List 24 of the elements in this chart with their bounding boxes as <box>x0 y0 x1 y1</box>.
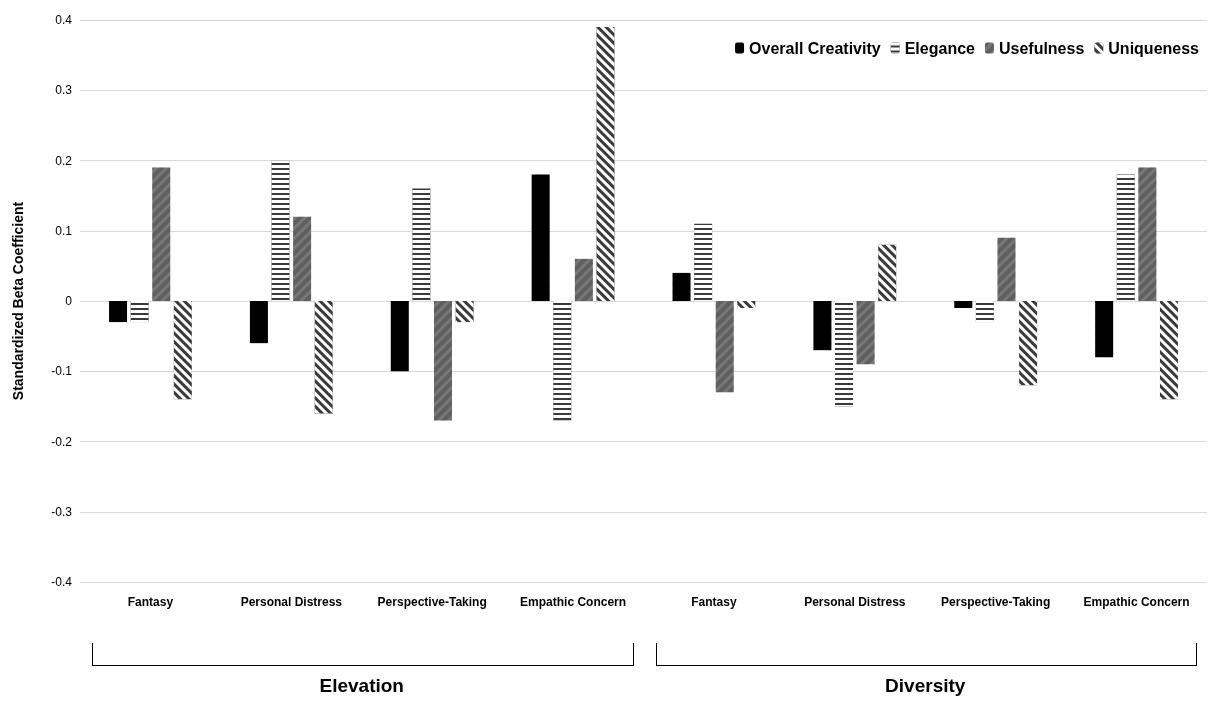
x-tick-label: Personal Distress <box>240 595 343 609</box>
y-tick-label: 0.4 <box>55 13 73 27</box>
x-tick-label: Fantasy <box>691 595 737 609</box>
y-tick-label: 0.2 <box>55 153 73 168</box>
x-tick-label: Perspective-Taking <box>377 595 487 609</box>
y-tick-label: 0.1 <box>55 223 73 238</box>
text: Diversity <box>885 675 966 697</box>
x-tick-label: Fantasy <box>127 595 174 609</box>
y-axis-title: Standardized Beta Coefficient <box>10 201 26 401</box>
y-tick-label: -0.4 <box>51 575 73 589</box>
y-tick-label: -0.3 <box>51 504 73 519</box>
legend-label: Uniqueness <box>1108 39 1200 57</box>
y-tick-label: 0 <box>65 294 73 308</box>
x-tick-label: Empathic Concern <box>520 595 627 609</box>
legend-label: Elegance <box>904 39 976 57</box>
legend-label: Usefulness <box>998 39 1085 57</box>
y-tick-label: 0.3 <box>55 83 73 98</box>
legend-label: Overall Creativity <box>749 39 881 57</box>
y-tick-label: -0.2 <box>51 434 73 449</box>
x-tick-label: Empathic Concern <box>1083 595 1190 609</box>
y-tick-label: -0.1 <box>51 364 73 379</box>
x-tick-label: Personal Distress <box>804 595 906 609</box>
x-tick-label: Perspective-Taking <box>941 595 1051 609</box>
text: Elevation <box>319 675 404 697</box>
